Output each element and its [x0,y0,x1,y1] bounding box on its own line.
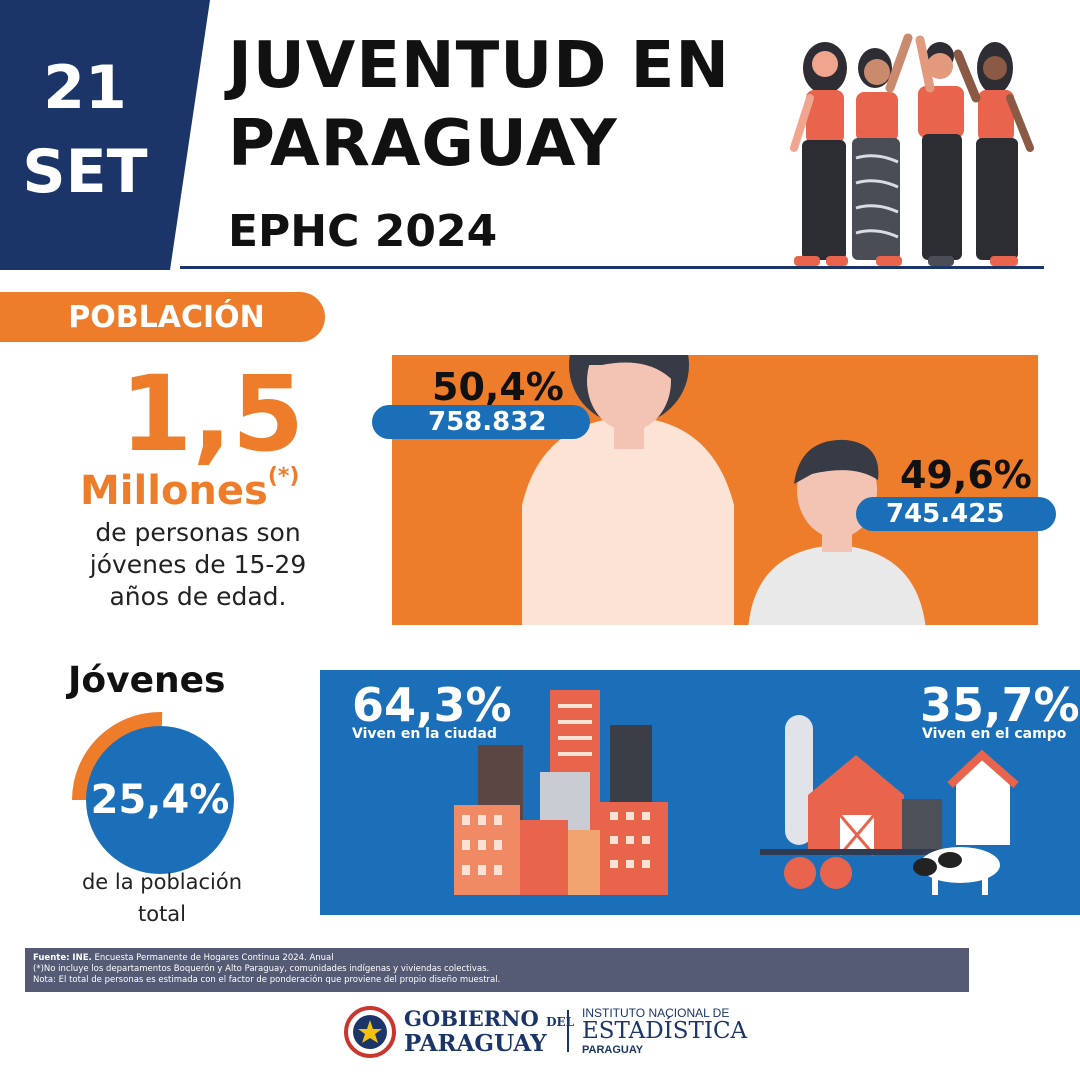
female-percentage: 50,4% [432,365,564,409]
rural-label: Viven en el campo [922,726,1067,742]
header-divider [180,266,1044,269]
paraguay-seal-icon [344,1006,396,1058]
youth-share-desc-line-1: de la población [81,870,243,894]
note-exclusions: (*)No incluye los departamentos Boquerón… [33,964,490,975]
farm-icon [760,715,1019,895]
population-millions-number: 1,5 [120,353,305,475]
gobierno-line-1: GOBIERNO DEL [404,1006,574,1031]
male-count-pill: 745.425 [856,497,1056,531]
population-desc-line-1: de personas son [95,518,301,547]
male-percentage: 49,6% [900,453,1032,497]
source-bold: Fuente: INE. [33,953,92,963]
city-percentage: 64,3% [352,678,512,732]
youth-share-percentage: 25,4% [90,777,230,823]
subtitle: EPHC 2024 [228,206,498,257]
youth-share-disc [86,726,234,874]
gobierno-word: GOBIERNO [404,1006,539,1031]
youth-share-ring [72,712,234,874]
source-line: Fuente: INE. Encuesta Permanente de Hoga… [33,953,961,964]
poblacion-tag: POBLACIÓN [0,292,325,342]
jovenes-title: Jóvenes [68,660,226,701]
gobierno-del: DEL [546,1015,575,1029]
date-block [0,0,210,270]
date-month: SET [22,137,148,207]
ine-line-1: INSTITUTO NACIONAL DE [582,1006,730,1020]
city-buildings-icon [454,690,668,895]
title-line-2: PARAGUAY [228,107,618,181]
gender-panel: 50,4% 49,6% [392,355,1038,625]
rural-percentage: 35,7% [920,678,1080,732]
youth-group-illustration [790,33,1034,266]
ine-line-3: PARAGUAY [582,1044,644,1056]
logo-divider [567,1010,569,1052]
source-text: Encuesta Permanente de Hogares Continua … [91,953,334,963]
date-day: 21 [43,53,127,123]
residence-panel: 64,3% Viven en la ciudad 35,7% Viven en … [320,670,1080,915]
millones-label: Millones(*) [80,464,299,514]
note-weighting: Nota: El total de personas es estimada c… [33,975,501,986]
woman-icon [522,355,734,625]
title-line-1: JUVENTUD EN [228,29,730,103]
female-count-pill: 758.832 [372,405,590,439]
ine-line-2: ESTADÍSTICA [582,1018,748,1044]
source-notes: Fuente: INE. Encuesta Permanente de Hoga… [25,948,969,992]
gobierno-line-2: PARAGUAY [404,1030,547,1057]
youth-share-desc-line-2: total [137,902,187,926]
population-desc-line-3: años de edad. [109,582,287,611]
asterisk-mark: (*) [267,464,300,489]
city-label: Viven en la ciudad [352,726,497,742]
millones-word: Millones [80,468,268,514]
population-desc-line-2: jóvenes de 15-29 [89,550,307,579]
